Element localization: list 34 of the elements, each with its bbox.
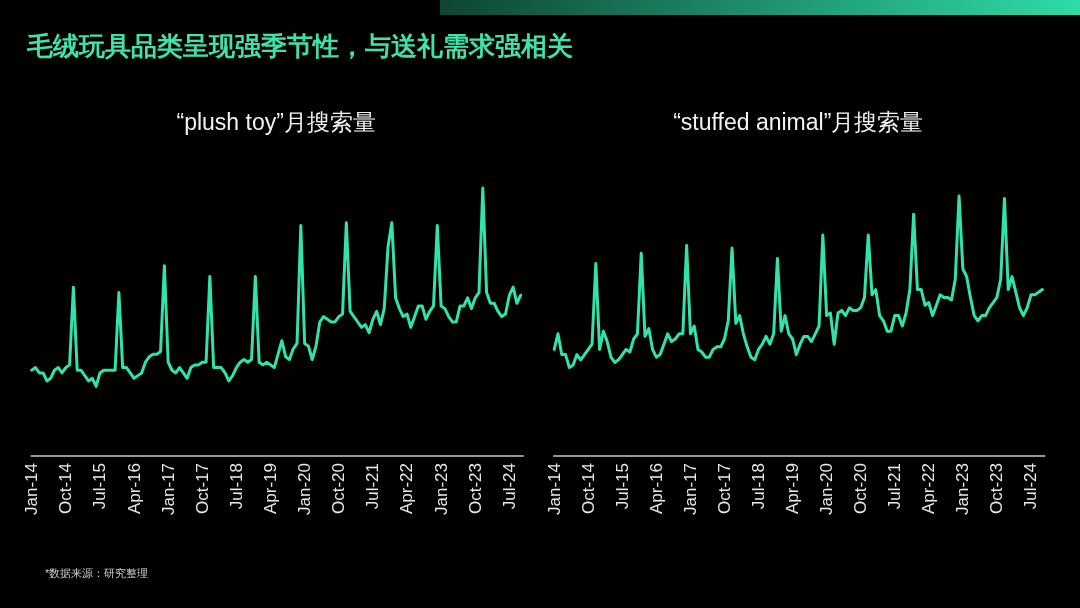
x-tick-label: Oct-23 <box>987 463 1007 515</box>
text: 毛绒玩具品类呈现强季节性，与送礼需求强相关 <box>26 31 573 61</box>
x-tick-label: Oct-20 <box>851 463 871 515</box>
x-tick-label: Jan-23 <box>953 463 973 515</box>
x-tick-label: Apr-16 <box>124 463 144 515</box>
x-tick-label: Apr-19 <box>783 463 803 515</box>
text: *数据来源：研究整理 <box>45 567 149 579</box>
x-tick-label: Apr-19 <box>261 463 281 515</box>
x-tick-label: Jan-14 <box>544 463 564 515</box>
x-tick-label: Jul-24 <box>1021 463 1041 510</box>
x-tick-label: Jan-20 <box>295 463 315 515</box>
x-tick-label: Oct-23 <box>465 463 485 515</box>
x-tick-label: Jul-24 <box>499 463 519 510</box>
x-tick-label: Jan-23 <box>431 463 451 515</box>
x-tick-label: Jul-15 <box>612 463 632 510</box>
x-tick-label: Oct-14 <box>56 463 76 515</box>
x-tick-label: Jul-18 <box>749 463 769 510</box>
x-tick-label: Apr-22 <box>397 463 417 515</box>
x-tick-label: Jan-17 <box>158 463 178 515</box>
chart-title: “stuffed animal”月搜索量 <box>673 109 924 135</box>
x-tick-label: Oct-14 <box>578 463 598 515</box>
chart-title: “plush toy”月搜索量 <box>176 109 376 135</box>
x-tick-label: Oct-17 <box>714 463 734 515</box>
x-tick-label: Jan-17 <box>680 463 700 515</box>
x-tick-label: Jul-21 <box>885 463 905 510</box>
x-tick-label: Jul-21 <box>363 463 383 510</box>
x-tick-label: Jul-18 <box>226 463 246 510</box>
x-tick-label: Jan-20 <box>817 463 837 515</box>
x-tick-label: Oct-20 <box>329 463 349 515</box>
x-tick-label: Jul-15 <box>90 463 110 510</box>
x-tick-label: Oct-17 <box>192 463 212 515</box>
x-tick-label: Apr-16 <box>646 463 666 515</box>
x-tick-label: Apr-22 <box>919 463 939 515</box>
x-tick-label: Jan-14 <box>22 463 42 515</box>
